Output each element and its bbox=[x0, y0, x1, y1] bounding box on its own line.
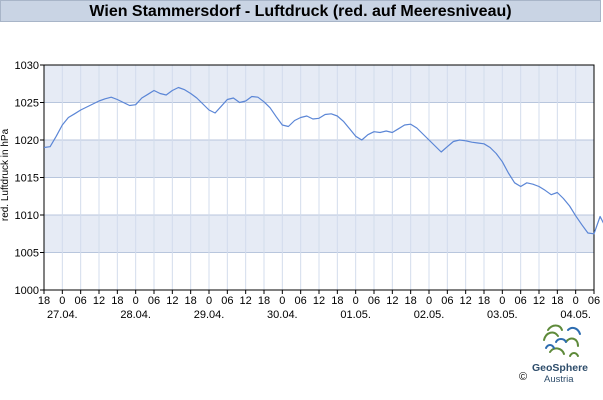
chart-title: Wien Stammersdorf - Luftdruck (red. auf … bbox=[89, 3, 512, 20]
x-hour-label: 06 bbox=[221, 295, 233, 307]
x-hour-label: 12 bbox=[386, 295, 398, 307]
y-tick-label: 1015 bbox=[15, 173, 39, 185]
x-day-label: 04.05. bbox=[560, 309, 591, 321]
x-hour-label: 0 bbox=[426, 295, 432, 307]
x-axis: 18 0 06 12 18 0 06 12 18 0 06 12 18 0 06 12 18 0 06 12 18 0 06… bbox=[38, 290, 600, 321]
x-hour-label: 12 bbox=[313, 295, 325, 307]
x-hour-label: 0 bbox=[59, 295, 65, 307]
x-hour-label: 12 bbox=[460, 295, 472, 307]
x-hour-label: 06 bbox=[295, 295, 307, 307]
y-tick-label: 1000 bbox=[15, 285, 39, 297]
y-axis-label: red. Luftdruck in hPa bbox=[0, 128, 11, 221]
x-hour-label: 06 bbox=[75, 295, 87, 307]
x-hour-label: 18 bbox=[185, 295, 197, 307]
logo-country: Austria bbox=[544, 374, 574, 385]
geosphere-logo: GeoSphere Austria bbox=[528, 322, 603, 400]
x-hour-label: 06 bbox=[588, 295, 600, 307]
x-hour-label: 18 bbox=[331, 295, 343, 307]
x-hour-label: 06 bbox=[148, 295, 160, 307]
x-hour-label: 06 bbox=[368, 295, 380, 307]
x-hour-label: 12 bbox=[166, 295, 178, 307]
x-hour-label: 18 bbox=[405, 295, 417, 307]
x-hour-label: 12 bbox=[93, 295, 105, 307]
x-hour-label: 0 bbox=[279, 295, 285, 307]
y-axis: 1000 1005 1010 1015 1020 1025 1030 bbox=[15, 60, 44, 297]
x-hour-label: 0 bbox=[206, 295, 212, 307]
x-day-label: 30.04. bbox=[267, 309, 298, 321]
x-hour-label: 06 bbox=[441, 295, 453, 307]
logo-name: GeoSphere bbox=[532, 362, 589, 374]
x-hour-label: 12 bbox=[240, 295, 252, 307]
x-hour-label: 0 bbox=[353, 295, 359, 307]
x-hour-label: 18 bbox=[111, 295, 123, 307]
x-hour-label: 0 bbox=[133, 295, 139, 307]
x-hour-label: 0 bbox=[499, 295, 505, 307]
x-day-label: 27.04. bbox=[47, 309, 78, 321]
y-tick-label: 1025 bbox=[15, 98, 39, 110]
x-hour-label: 0 bbox=[573, 295, 579, 307]
x-hour-label: 18 bbox=[478, 295, 490, 307]
x-hour-label: 18 bbox=[551, 295, 563, 307]
geosphere-logo-icon bbox=[543, 324, 581, 357]
y-tick-label: 1030 bbox=[15, 60, 39, 72]
y-tick-label: 1005 bbox=[15, 248, 39, 260]
x-day-label: 29.04. bbox=[194, 309, 225, 321]
x-day-label: 28.04. bbox=[120, 309, 151, 321]
y-tick-label: 1020 bbox=[15, 135, 39, 147]
copyright-mark: © bbox=[519, 371, 528, 383]
y-tick-label: 1010 bbox=[15, 210, 39, 222]
x-day-label: 02.05. bbox=[414, 309, 445, 321]
x-hour-label: 18 bbox=[38, 295, 50, 307]
x-day-label: 01.05. bbox=[340, 309, 371, 321]
chart-title-bar: Wien Stammersdorf - Luftdruck (red. auf … bbox=[0, 0, 601, 22]
pressure-series-line bbox=[43, 86, 603, 235]
x-hour-label: 12 bbox=[533, 295, 545, 307]
x-hour-label: 06 bbox=[515, 295, 527, 307]
x-hour-label: 18 bbox=[258, 295, 270, 307]
plot-line-layer bbox=[43, 86, 603, 235]
x-day-label: 03.05. bbox=[487, 309, 518, 321]
